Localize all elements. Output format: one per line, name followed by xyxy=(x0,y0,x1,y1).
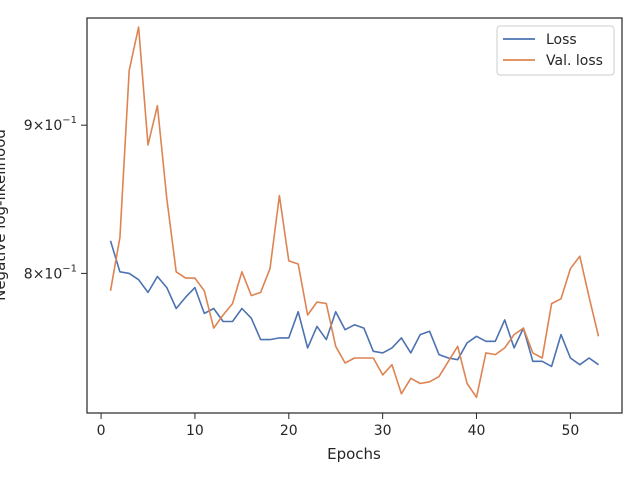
x-axis-label: Epochs xyxy=(327,445,381,463)
x-axis-ticks: 0 10 20 30 40 50 xyxy=(97,413,579,439)
x-tick-label: 10 xyxy=(186,423,204,439)
plot-frame xyxy=(86,17,623,414)
legend-label-val-loss: Val. loss xyxy=(546,53,603,69)
x-tick-label: 50 xyxy=(561,423,579,439)
x-tick-label: 30 xyxy=(374,423,392,439)
series-line-loss xyxy=(109,240,599,368)
series-layer xyxy=(109,26,600,399)
y-tick-label: 9×10−1 xyxy=(24,115,77,134)
legend: Loss Val. loss xyxy=(496,25,615,76)
x-tick-label: 40 xyxy=(468,423,486,439)
series-line-val-loss xyxy=(109,26,600,399)
y-axis-ticks: 8×10−1 9×10−1 xyxy=(24,115,87,282)
legend-label-loss: Loss xyxy=(546,32,577,48)
y-axis-label: Negative log-likelihood xyxy=(0,129,9,301)
y-tick-label: 8×10−1 xyxy=(24,263,77,282)
x-tick-label: 0 xyxy=(97,423,106,439)
x-tick-label: 20 xyxy=(280,423,298,439)
